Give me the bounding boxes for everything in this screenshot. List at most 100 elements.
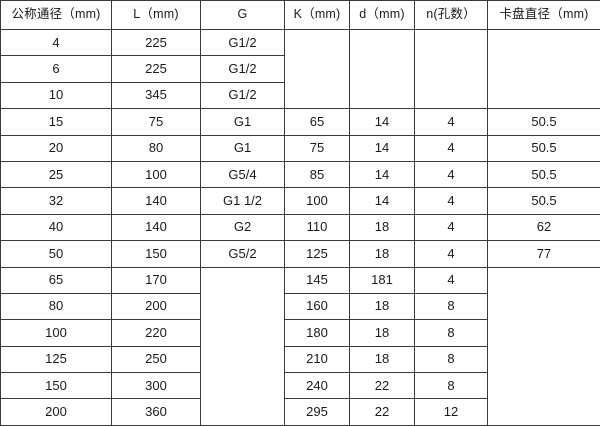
table-row: 32 140 G1 1/2 100 14 4 50.5	[1, 188, 600, 214]
cell-nominal-diameter: 200	[1, 399, 112, 425]
column-header-nominal-diameter: 公称通径（mm)	[1, 1, 112, 30]
cell-d: 14	[350, 135, 415, 161]
cell-hole-count: 8	[415, 293, 488, 319]
cell-length: 345	[112, 82, 201, 108]
cell-thread-g: G2	[201, 214, 285, 240]
column-header-length: L（mm)	[112, 1, 201, 30]
cell-d: 18	[350, 241, 415, 267]
cell-k: 240	[285, 373, 350, 399]
cell-length: 170	[112, 267, 201, 293]
cell-length: 140	[112, 188, 201, 214]
cell-d: 14	[350, 161, 415, 187]
cell-nominal-diameter: 10	[1, 82, 112, 108]
cell-nominal-diameter: 125	[1, 346, 112, 372]
table-row: 50 150 G5/2 125 18 4 77	[1, 241, 600, 267]
cell-thread-g: G1/2	[201, 82, 285, 108]
cell-hole-count: 4	[415, 109, 488, 135]
column-header-d: d（mm)	[350, 1, 415, 30]
cell-d: 18	[350, 320, 415, 346]
cell-hole-count: 8	[415, 346, 488, 372]
cell-hole-count: 4	[415, 241, 488, 267]
cell-d: 14	[350, 109, 415, 135]
table-row: 25 100 G5/4 85 14 4 50.5	[1, 161, 600, 187]
cell-chuck-diameter: 50.5	[488, 135, 600, 161]
header-row: 公称通径（mm) L（mm) G K（mm) d（mm) n(孔数） 卡盘直径（…	[1, 1, 600, 30]
cell-k: 85	[285, 161, 350, 187]
cell-nominal-diameter: 20	[1, 135, 112, 161]
column-header-chuck-diameter: 卡盘直径（mm)	[488, 1, 600, 30]
cell-thread-g: G1	[201, 135, 285, 161]
cell-hole-count-blank	[415, 30, 488, 109]
cell-k: 145	[285, 267, 350, 293]
cell-hole-count: 8	[415, 373, 488, 399]
cell-hole-count: 8	[415, 320, 488, 346]
cell-hole-count: 4	[415, 135, 488, 161]
cell-thread-g: G5/2	[201, 241, 285, 267]
cell-nominal-diameter: 15	[1, 109, 112, 135]
cell-d: 14	[350, 188, 415, 214]
cell-hole-count: 4	[415, 214, 488, 240]
cell-hole-count: 12	[415, 399, 488, 425]
cell-chuck-diameter: 50.5	[488, 109, 600, 135]
cell-length: 200	[112, 293, 201, 319]
cell-d: 22	[350, 399, 415, 425]
column-header-hole-count: n(孔数）	[415, 1, 488, 30]
cell-chuck-diameter: 62	[488, 214, 600, 240]
cell-length: 225	[112, 56, 201, 82]
cell-thread-g: G1/2	[201, 30, 285, 56]
cell-length: 225	[112, 30, 201, 56]
cell-thread-g: G1/2	[201, 56, 285, 82]
cell-chuck-diameter: 50.5	[488, 188, 600, 214]
cell-k: 110	[285, 214, 350, 240]
cell-k: 100	[285, 188, 350, 214]
cell-length: 100	[112, 161, 201, 187]
cell-length: 80	[112, 135, 201, 161]
cell-hole-count: 4	[415, 267, 488, 293]
cell-k: 75	[285, 135, 350, 161]
cell-chuck-diameter-blank	[488, 30, 600, 109]
cell-length: 140	[112, 214, 201, 240]
cell-length: 300	[112, 373, 201, 399]
cell-nominal-diameter: 4	[1, 30, 112, 56]
table-row: 40 140 G2 110 18 4 62	[1, 214, 600, 240]
table-row: 65 170 145 181 4	[1, 267, 600, 293]
cell-thread-g: G1 1/2	[201, 188, 285, 214]
table-body: 4 225 G1/2 6 225 G1/2 10 345 G1/2 15 75 …	[1, 30, 600, 426]
table-header: 公称通径（mm) L（mm) G K（mm) d（mm) n(孔数） 卡盘直径（…	[1, 1, 600, 30]
cell-nominal-diameter: 100	[1, 320, 112, 346]
cell-nominal-diameter: 65	[1, 267, 112, 293]
cell-d: 181	[350, 267, 415, 293]
cell-hole-count: 4	[415, 161, 488, 187]
cell-d: 18	[350, 214, 415, 240]
cell-d: 22	[350, 373, 415, 399]
table-row: 15 75 G1 65 14 4 50.5	[1, 109, 600, 135]
cell-length: 75	[112, 109, 201, 135]
cell-nominal-diameter: 150	[1, 373, 112, 399]
table-row: 20 80 G1 75 14 4 50.5	[1, 135, 600, 161]
cell-k: 180	[285, 320, 350, 346]
cell-d: 18	[350, 293, 415, 319]
cell-chuck-diameter: 77	[488, 241, 600, 267]
cell-nominal-diameter: 6	[1, 56, 112, 82]
column-header-k: K（mm)	[285, 1, 350, 30]
cell-thread-g: G5/4	[201, 161, 285, 187]
cell-thread-g-blank	[201, 267, 285, 425]
cell-k-blank	[285, 30, 350, 109]
column-header-thread-g: G	[201, 1, 285, 30]
cell-nominal-diameter: 32	[1, 188, 112, 214]
cell-chuck-diameter-blank	[488, 267, 600, 425]
cell-d: 18	[350, 346, 415, 372]
cell-k: 125	[285, 241, 350, 267]
cell-nominal-diameter: 40	[1, 214, 112, 240]
cell-hole-count: 4	[415, 188, 488, 214]
cell-nominal-diameter: 25	[1, 161, 112, 187]
cell-length: 150	[112, 241, 201, 267]
cell-chuck-diameter: 50.5	[488, 161, 600, 187]
cell-k: 295	[285, 399, 350, 425]
cell-length: 250	[112, 346, 201, 372]
cell-thread-g: G1	[201, 109, 285, 135]
cell-d-blank	[350, 30, 415, 109]
cell-k: 210	[285, 346, 350, 372]
cell-k: 160	[285, 293, 350, 319]
cell-length: 360	[112, 399, 201, 425]
